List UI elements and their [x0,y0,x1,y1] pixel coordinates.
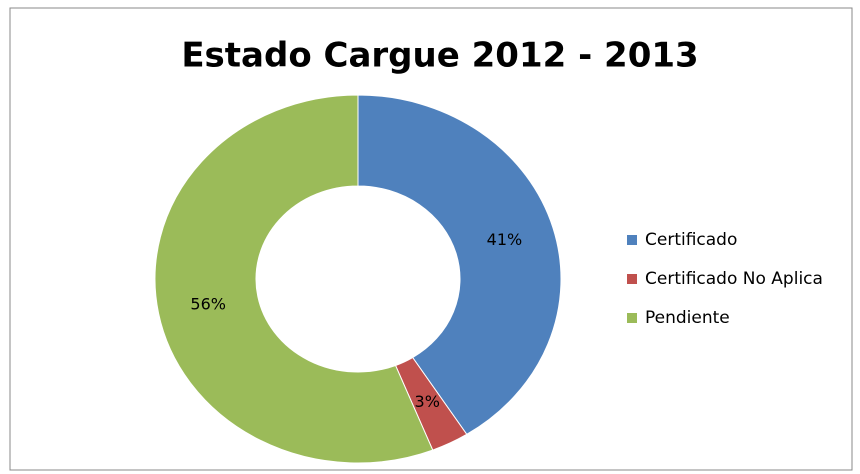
legend-label: Certificado [645,230,737,250]
legend-label: Certificado No Aplica [645,269,823,289]
donut-slice [154,94,434,464]
legend-swatch [627,274,637,284]
data-label: 41% [487,230,523,249]
legend-label: Pendiente [645,308,730,328]
donut-slice [357,94,562,436]
legend-swatch [627,235,637,245]
data-label: 3% [415,392,440,411]
data-label: 56% [190,294,226,313]
legend-swatch [627,313,637,323]
chart-title: Estado Cargue 2012 - 2013 [181,36,698,76]
